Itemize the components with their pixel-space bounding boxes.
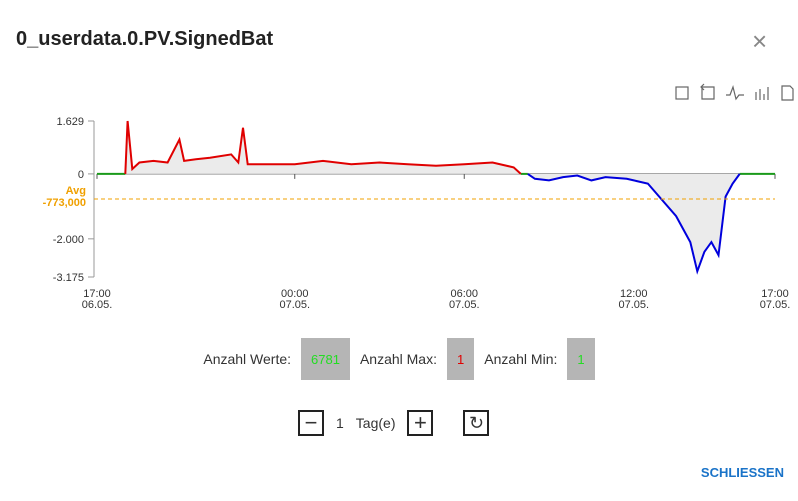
stats: Anzahl Werte: 6781 Anzahl Max: 1 Anzahl Min:… xyxy=(0,338,798,380)
avg-label: -773,000 xyxy=(43,197,86,209)
chart: 1.6290-2.000-3.17517:0006.05.00:0007.05.… xyxy=(43,83,794,311)
dialog-title: 0_userdata.0.PV.SignedBat xyxy=(16,28,274,50)
area xyxy=(125,121,521,174)
x-tick-label: 07.05. xyxy=(760,299,791,311)
stat-value: 1 xyxy=(447,338,475,380)
y-tick-label: -2.000 xyxy=(53,234,84,246)
stat-label: Anzahl Werte: xyxy=(203,351,292,367)
range-count: 1 xyxy=(336,415,344,431)
stat-label: Anzahl Min: xyxy=(484,351,558,367)
range-unit: Tag(e) xyxy=(355,415,396,431)
range-control: − 1 Tag(e) + ↻ xyxy=(298,410,490,436)
minus-button[interactable]: − xyxy=(298,410,324,436)
stat-label: Anzahl Max: xyxy=(359,351,437,367)
line xyxy=(527,173,741,275)
y-tick-label: 0 xyxy=(78,169,84,181)
area xyxy=(527,173,740,272)
x-tick-label: 07.05. xyxy=(618,299,649,311)
stat-value: 6781 xyxy=(301,338,350,380)
x-tick-label: 06:00 xyxy=(450,288,478,300)
y-tick-label: 1.629 xyxy=(56,116,84,128)
close-icon[interactable]: × xyxy=(752,26,768,56)
x-tick-label: 17:00 xyxy=(83,288,111,300)
avg-name: Avg xyxy=(66,185,86,197)
reset-button[interactable]: ↻ xyxy=(463,410,490,436)
toolbox[interactable] xyxy=(675,83,794,101)
line xyxy=(124,120,522,175)
x-tick-label: 07.05. xyxy=(279,299,310,311)
x-tick-label: 06.05. xyxy=(82,299,113,311)
close-button[interactable]: SCHLIESSEN xyxy=(700,465,784,480)
x-tick-label: 17:00 xyxy=(761,288,789,300)
x-tick-label: 07.05. xyxy=(449,299,480,311)
x-tick-label: 12:00 xyxy=(620,288,648,300)
y-tick-label: -3.175 xyxy=(53,272,84,284)
plus-button[interactable]: + xyxy=(407,410,434,436)
x-tick-label: 00:00 xyxy=(281,288,309,300)
stat-value: 1 xyxy=(567,338,595,380)
